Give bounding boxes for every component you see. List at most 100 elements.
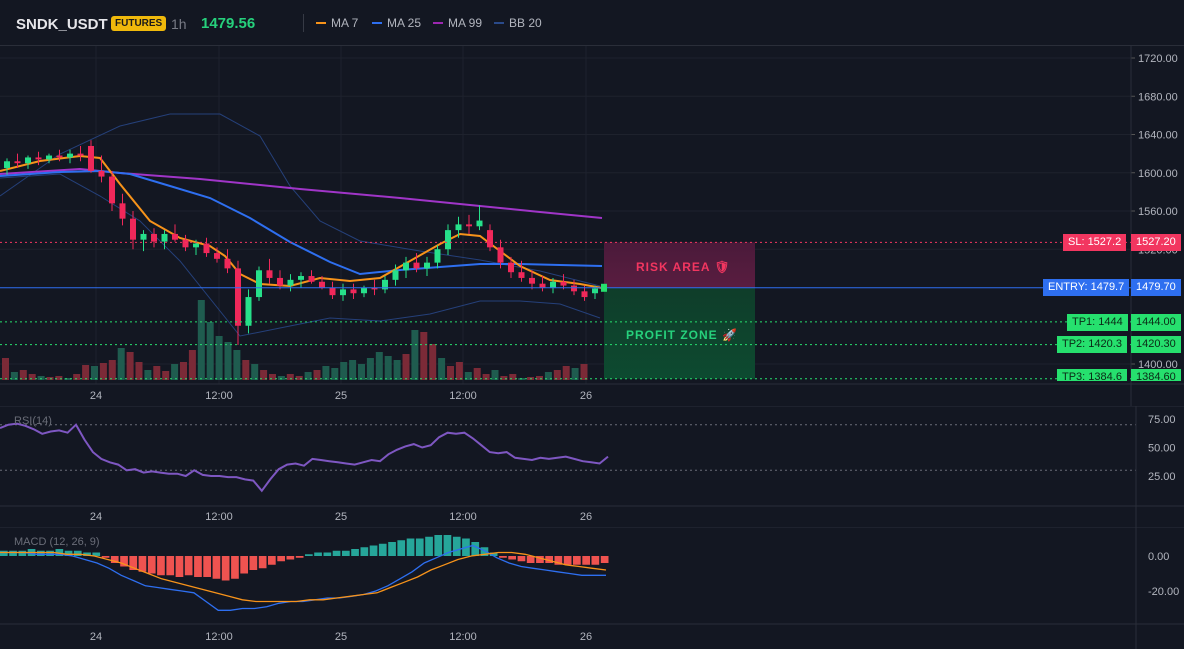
- rsi-tick-label: 25.00: [1148, 471, 1176, 483]
- volume-bar: [37, 376, 45, 380]
- volume-bar: [171, 364, 179, 380]
- macd-histogram-bar: [591, 556, 600, 565]
- macd-histogram-bar: [258, 556, 267, 569]
- price-pane[interactable]: 1720.001680.001640.001600.001560.001520.…: [0, 46, 1184, 406]
- macd-chart[interactable]: 0.00 -20.00 24 12:00 25 12:00 26: [0, 527, 1184, 649]
- macd-histogram-bar: [231, 556, 239, 579]
- volume-bar: [464, 372, 472, 380]
- volume-bar: [562, 366, 570, 380]
- legend-ma99-label: MA 99: [448, 16, 483, 30]
- candle-body: [319, 281, 325, 288]
- legend-ma25[interactable]: MA 25: [372, 16, 421, 30]
- macd-histogram-bar: [212, 556, 221, 579]
- candle-body: [340, 289, 346, 296]
- volume-bar: [28, 374, 36, 380]
- timeframe-selector[interactable]: 1h: [171, 16, 187, 32]
- candle-body: [245, 297, 252, 326]
- macd-histogram-bar: [129, 556, 138, 570]
- rsi-pane[interactable]: 75.00 50.00 25.00 24 12:00 25 12:00 26 RSI(14): [0, 406, 1184, 527]
- price-chart[interactable]: 1720.001680.001640.001600.001560.001520.…: [0, 46, 1184, 406]
- volume-bar: [322, 366, 330, 380]
- volume-bar: [393, 360, 401, 380]
- candle-body: [119, 203, 126, 219]
- macd-histogram-bar: [221, 556, 230, 581]
- ma99-swatch: [433, 22, 443, 24]
- volume-bar: [224, 342, 232, 380]
- tp3-price-tag: 1384.60: [1131, 369, 1181, 381]
- candle-body: [560, 281, 567, 286]
- volume-bar: [233, 350, 241, 380]
- tp2-label: TP2: 1420.3: [1057, 336, 1127, 353]
- profit-zone-label: PROFIT ZONE 🚀: [626, 328, 738, 342]
- volume-bar: [313, 370, 321, 380]
- volume-bar: [277, 376, 285, 380]
- volume-bar: [162, 371, 170, 380]
- candle-body: [550, 281, 556, 288]
- volume-bar: [384, 356, 392, 380]
- macd-histogram-bar: [0, 550, 8, 556]
- rsi-time-label: 12:00: [449, 511, 477, 523]
- macd-histogram-bar: [526, 556, 535, 563]
- macd-histogram-bar: [18, 550, 27, 556]
- candle-body: [434, 249, 441, 263]
- tp2-text: TP2: 1420.3: [1062, 338, 1122, 350]
- volume-bar: [188, 350, 196, 380]
- volume-bar: [19, 370, 27, 380]
- candle-body: [308, 276, 315, 282]
- candle-body: [88, 145, 94, 171]
- legend-ma99[interactable]: MA 99: [433, 16, 482, 30]
- macd-histogram-bar: [388, 542, 396, 556]
- profit-zone: [604, 287, 755, 379]
- symbol-title[interactable]: SNDK_USDT: [16, 16, 108, 33]
- macd-time-label: 12:00: [205, 631, 233, 643]
- candle-body: [382, 279, 388, 290]
- sl-text: SL: 1527.2: [1068, 236, 1122, 248]
- macd-histogram-bar: [194, 556, 202, 577]
- price-tick-label: 1640.00: [1138, 130, 1178, 142]
- macd-pane[interactable]: 0.00 -20.00 24 12:00 25 12:00 26 MACD (12, 26,…: [0, 527, 1184, 649]
- volume-bar: [126, 352, 134, 380]
- macd-histogram-bar: [175, 556, 184, 577]
- macd-histogram-bar: [240, 556, 248, 574]
- candle-body: [224, 258, 231, 269]
- entry-text: ENTRY: 1479.7: [1048, 281, 1125, 293]
- time-tick-label: 12:00: [449, 390, 477, 402]
- candle-body: [130, 218, 136, 240]
- legend-bb20[interactable]: BB 20: [494, 16, 542, 30]
- macd-histogram-bar: [295, 556, 304, 558]
- macd-histogram-bar: [110, 556, 119, 563]
- candle-body: [109, 176, 115, 204]
- candle-body: [350, 289, 357, 294]
- candle-body: [476, 220, 483, 227]
- tp3-label: TP3: 1384.6: [1057, 369, 1127, 381]
- macd-histogram-bar: [101, 556, 110, 558]
- candle-body: [539, 283, 546, 288]
- candle-body: [182, 239, 189, 248]
- volume-bar: [153, 366, 161, 380]
- rsi-chart[interactable]: 75.00 50.00 25.00 24 12:00 25 12:00 26: [0, 406, 1184, 527]
- candle-body: [77, 153, 84, 156]
- rsi-time-label: 12:00: [205, 511, 233, 523]
- rsi-tick-label: 50.00: [1148, 443, 1176, 455]
- volume-bar: [500, 376, 508, 380]
- macd-time-label: 25: [335, 631, 347, 643]
- last-price: 1479.56: [201, 15, 256, 32]
- volume-bar: [135, 362, 143, 380]
- rsi-title: RSI(14): [14, 415, 52, 427]
- volume-bar: [402, 354, 410, 380]
- volume-bar: [455, 362, 463, 380]
- volume-bar: [420, 332, 428, 380]
- macd-histogram-bar: [83, 552, 91, 556]
- candle-body: [487, 230, 493, 248]
- volume-bar: [349, 360, 357, 380]
- macd-histogram-bar: [480, 547, 489, 556]
- macd-histogram-bar: [545, 556, 553, 563]
- macd-histogram-bar: [55, 549, 64, 556]
- legend-ma7[interactable]: MA 7: [316, 16, 358, 30]
- volume-bar: [117, 348, 125, 380]
- macd-histogram-bar: [582, 556, 590, 565]
- volume-bar: [242, 360, 250, 380]
- sl-value: 1527.20: [1136, 236, 1176, 248]
- volume-bar: [295, 376, 303, 380]
- macd-histogram-bar: [46, 550, 54, 556]
